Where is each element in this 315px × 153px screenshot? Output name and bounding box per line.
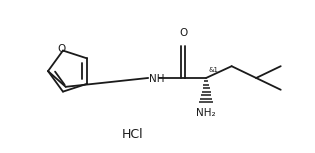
Text: HCl: HCl [122, 128, 144, 141]
Text: &1: &1 [208, 67, 218, 73]
Text: NH: NH [149, 74, 165, 84]
Text: O: O [180, 28, 188, 38]
Text: O: O [58, 44, 66, 54]
Text: NH₂: NH₂ [196, 108, 216, 118]
